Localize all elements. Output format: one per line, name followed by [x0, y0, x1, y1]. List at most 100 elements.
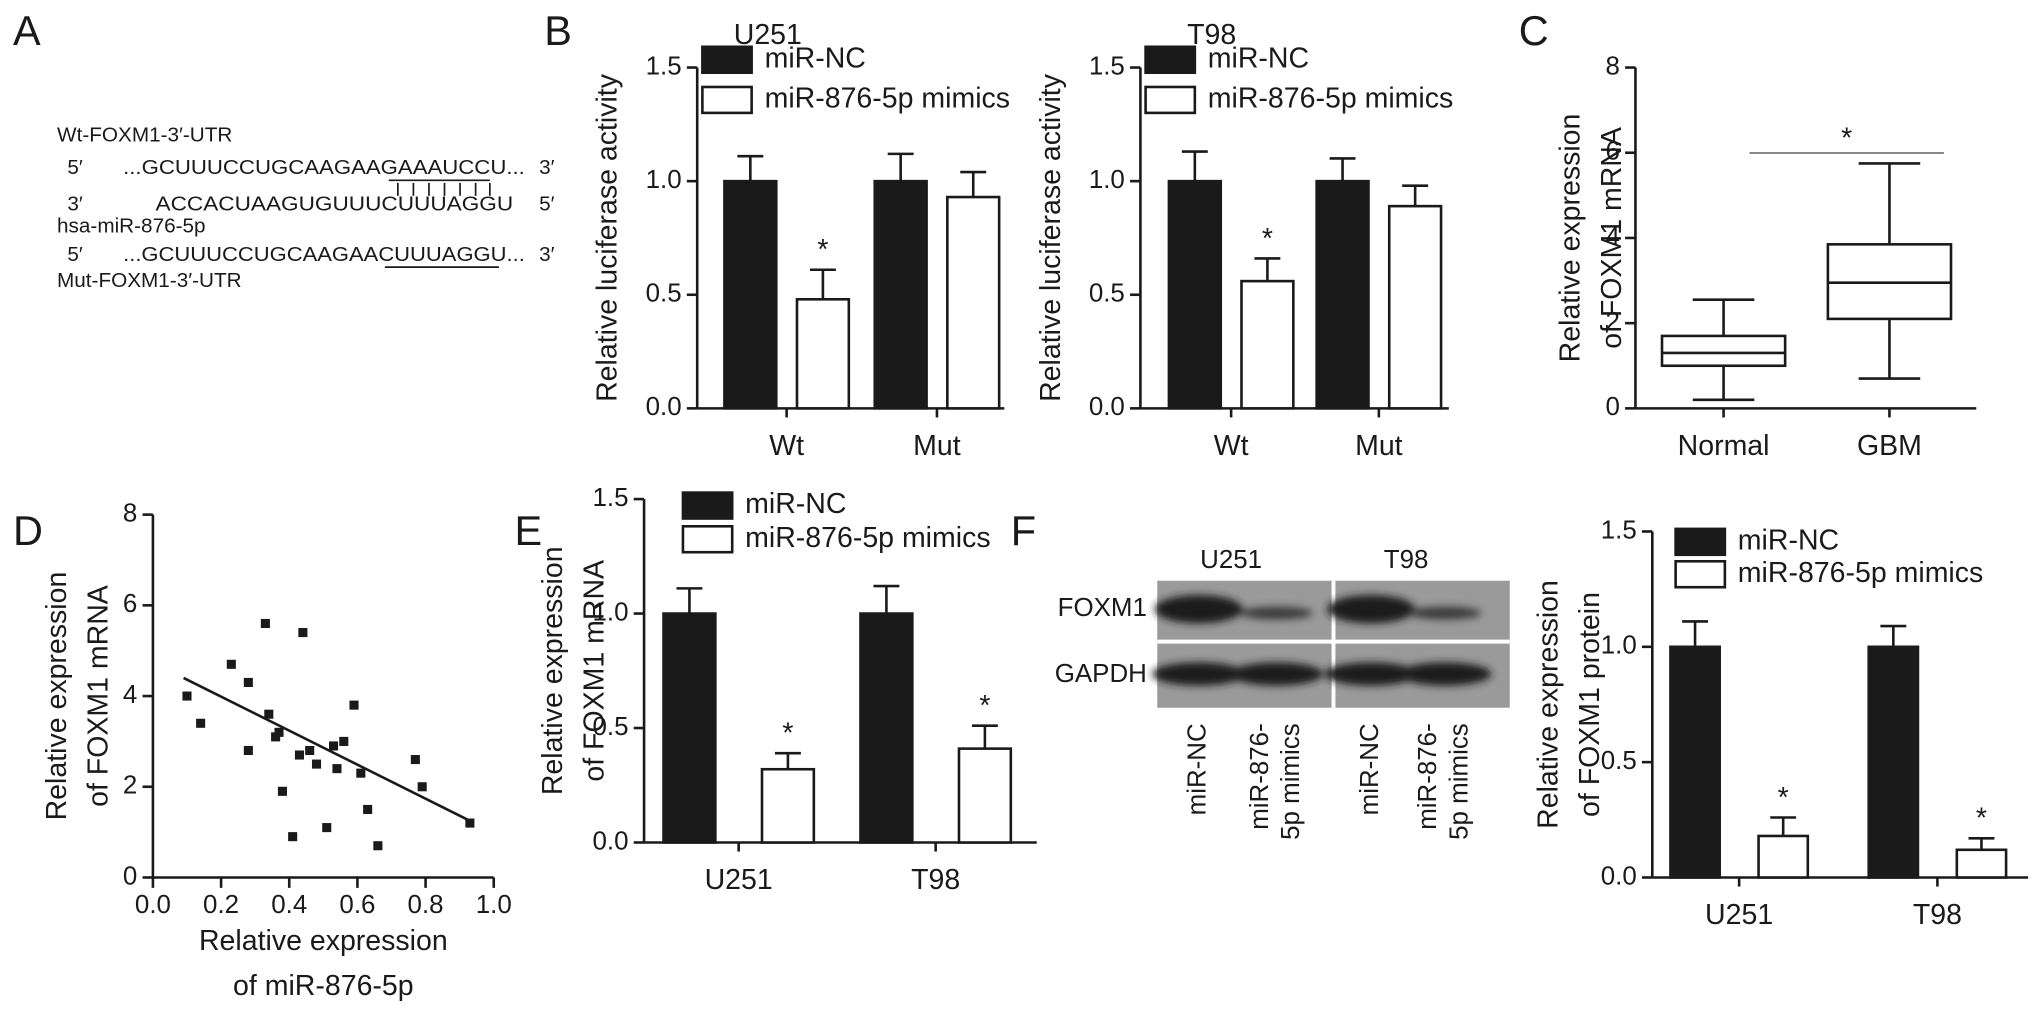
seq-name: Wt-FOXM1-3′-UTR [57, 124, 232, 147]
scatter-point [294, 750, 305, 760]
scatter-point [305, 745, 315, 756]
y-axis-label: Relative luciferase activity [1035, 73, 1067, 402]
bar [1867, 645, 1920, 879]
x-tick-label: U251 [705, 864, 773, 896]
seq-end: 5′ [67, 243, 83, 266]
x-tick-label: 0.8 [408, 891, 444, 919]
y-tick-label: 8 [1605, 52, 1619, 80]
significance-marker: * [1841, 123, 1852, 155]
scatter-point [277, 786, 287, 796]
scatter-point [243, 745, 253, 756]
y-tick-label: 0.5 [646, 280, 682, 308]
bar [795, 298, 851, 410]
y-axis-label: Relative expression [1532, 580, 1564, 829]
y-axis-label: of FOXM1 mRNA [82, 585, 114, 807]
y-tick-label: 1.5 [1601, 516, 1637, 544]
x-axis-label: Relative expression [199, 925, 448, 957]
y-axis-label: of FOXM1 mRNA [579, 560, 611, 782]
panel-label: F [1011, 507, 1036, 554]
bar [1315, 179, 1370, 410]
x-tick-label: T98 [1913, 899, 1962, 931]
scatter-point [356, 768, 366, 778]
scatter-point [182, 691, 192, 701]
y-tick-label: 0.0 [1601, 862, 1637, 890]
legend-label: miR-NC [1208, 42, 1309, 74]
legend-label: miR-876-5p mimics [1208, 82, 1453, 114]
legend-swatch [681, 524, 734, 554]
significance-marker: * [979, 690, 990, 722]
seq-end: 3′ [539, 156, 555, 179]
y-tick-label: 1.5 [593, 484, 629, 512]
panel-label: D [13, 507, 43, 554]
panel-label: C [1519, 7, 1549, 54]
y-tick-label: 0.0 [1089, 393, 1125, 421]
y-tick-label: 6 [123, 590, 137, 618]
y-axis-label: of FOXM1 mRNA [1596, 127, 1628, 349]
panel-label: B [544, 7, 572, 54]
bar [859, 612, 914, 844]
legend-label: miR-NC [765, 42, 866, 74]
legend-swatch [701, 45, 753, 75]
blot-lane: miR-NC [1356, 723, 1384, 815]
scatter-point [465, 818, 475, 828]
blot-protein: GAPDH [1055, 660, 1147, 688]
x-tick-label: GBM [1857, 430, 1922, 462]
bar [1669, 645, 1721, 879]
western-blot: U251 T98 FOXM1 GAPDH miR-NC miR-876- 5p … [1055, 546, 1510, 840]
trend-line [183, 676, 471, 822]
x-tick-label: 0.0 [135, 891, 171, 919]
blot-lane: miR-876- [1246, 723, 1274, 830]
y-tick-label: 2 [1605, 308, 1619, 336]
y-tick-label: 0 [1605, 393, 1619, 421]
y-tick-label: 0.5 [1601, 747, 1637, 775]
panel-label: A [13, 7, 41, 54]
scatter-point [322, 823, 332, 833]
seq-name: Mut-FOXM1-3′-UTR [57, 269, 242, 292]
scatter-point [349, 700, 359, 710]
y-tick-label: 0 [123, 862, 137, 890]
y-tick-label: 2 [123, 772, 137, 800]
legend-label: miR-NC [745, 488, 846, 520]
panel-label: E [514, 507, 542, 554]
significance-marker: * [817, 234, 828, 266]
y-tick-label: 1.0 [593, 598, 629, 626]
bar [1757, 834, 1810, 879]
y-axis-label: Relative expression [1554, 114, 1586, 363]
legend-label: miR-876-5p mimics [765, 82, 1010, 114]
scatter-point [311, 759, 322, 769]
scatter-point [264, 709, 274, 719]
seq-end: 5′ [539, 192, 555, 215]
bar [1387, 204, 1443, 410]
y-tick-label: 1.0 [646, 166, 682, 194]
seq: ...GCUUUCCUGCAAGAACUUUAGGU... [123, 243, 525, 266]
scatter-point [373, 841, 383, 851]
y-tick-label: 0.0 [646, 393, 682, 421]
seq-end: 3′ [67, 192, 83, 215]
blot-bands [1152, 594, 1492, 686]
seq-end: 3′ [539, 243, 555, 266]
blot-protein: FOXM1 [1058, 594, 1147, 622]
box [1660, 334, 1787, 368]
scatter-point [274, 727, 284, 737]
x-axis-label: of miR-876-5p [233, 970, 414, 1002]
bar [1167, 179, 1223, 410]
y-axis-label: Relative expression [537, 546, 569, 795]
x-tick-label: Wt [769, 430, 804, 462]
bar [1955, 848, 2008, 879]
scatter-point [417, 782, 427, 792]
x-tick-label: Mut [1355, 430, 1403, 462]
bar [1240, 279, 1295, 410]
x-tick-label: T98 [911, 864, 960, 896]
seq-name: hsa-miR-876-5p [57, 214, 206, 237]
scatter-point [298, 628, 308, 638]
scatter-point [363, 804, 373, 814]
y-tick-label: 0.5 [593, 713, 629, 741]
x-tick-label: Mut [913, 430, 961, 462]
x-tick-label: 0.6 [339, 891, 375, 919]
scatter-point [243, 677, 253, 687]
y-tick-label: 8 [123, 499, 137, 527]
y-axis-label: of FOXM1 protein [1574, 592, 1606, 817]
legend-swatch [1674, 559, 1727, 589]
